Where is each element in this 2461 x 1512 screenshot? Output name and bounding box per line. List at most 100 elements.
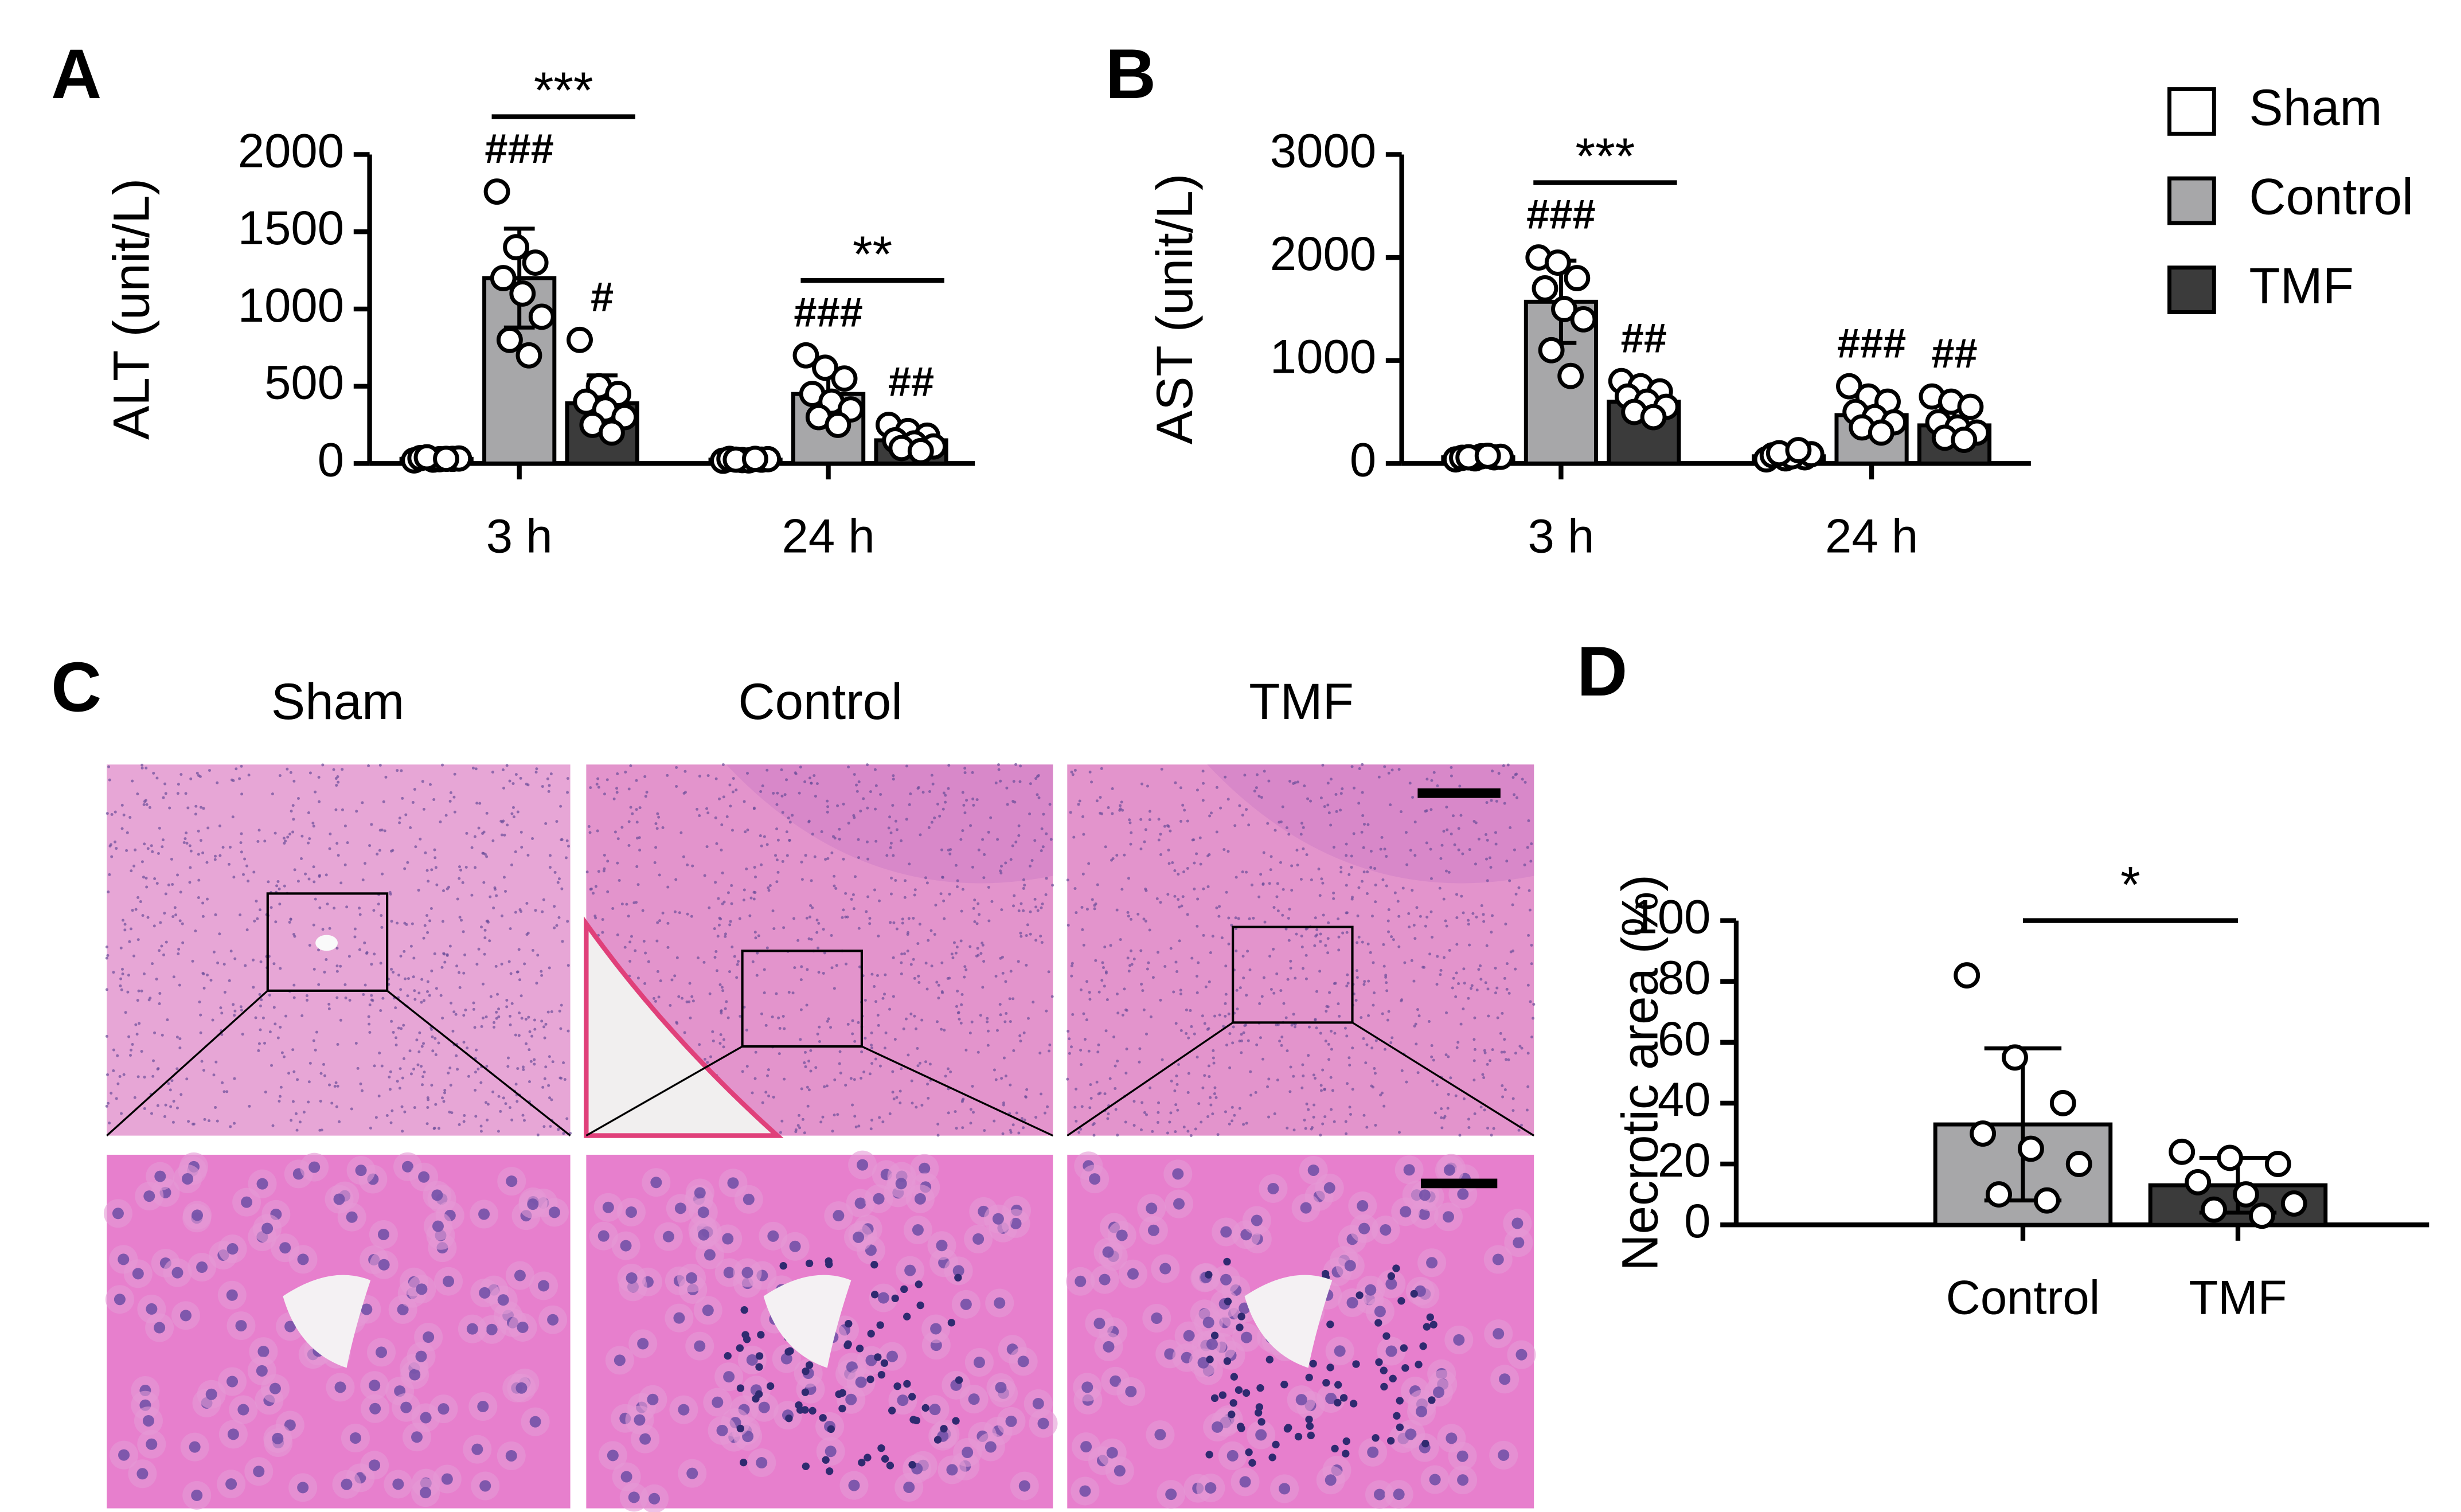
nucleus [1068,1052,1071,1055]
nucleus [334,777,338,780]
nucleus [1009,1020,1012,1023]
nucleus [112,971,115,974]
nucleus [993,1119,996,1123]
nucleus [981,986,985,989]
nucleus [954,1110,957,1114]
nucleus [1362,846,1365,849]
nucleus [430,1084,433,1087]
nucleus [365,951,369,954]
nucleus [368,1003,372,1007]
nucleus [116,1082,120,1085]
nucleus [1128,964,1131,967]
nucleus [369,1402,381,1415]
nucleus [939,892,943,896]
nucleus [765,843,769,846]
nucleus [1383,847,1386,851]
nucleus [1248,917,1251,920]
inflammatory-cell [802,1367,810,1376]
nucleus [458,865,461,869]
nucleus [147,998,151,1002]
nucleus [800,878,804,881]
nucleus [1345,1132,1348,1135]
nucleus [1468,943,1471,947]
nucleus [775,803,779,806]
nucleus [636,976,640,980]
nucleus [1412,979,1416,983]
nucleus [118,1449,130,1461]
nucleus [915,1027,918,1030]
nucleus [171,915,175,919]
nucleus [1269,855,1273,858]
nucleus [1075,1119,1078,1123]
nucleus [1101,966,1105,970]
significance-mark: ## [1621,315,1667,361]
nucleus [638,836,641,839]
nucleus [427,880,430,883]
nucleus [1418,1208,1430,1220]
inflammatory-cell [1218,1391,1227,1399]
nucleus [1125,1009,1128,1012]
nucleus [1009,858,1013,861]
nucleus [810,937,813,941]
nucleus [396,769,399,772]
nucleus [1201,1086,1205,1089]
nucleus [1386,919,1390,923]
nucleus [833,987,836,990]
nucleus [177,952,180,956]
nucleus [1332,892,1335,895]
nucleus [406,861,409,864]
nucleus [423,1070,426,1074]
nucleus [175,1036,179,1039]
nucleus [901,921,904,925]
data-point [2217,1144,2243,1171]
nucleus [200,1060,204,1063]
nucleus [913,888,917,892]
nucleus [1214,1096,1218,1099]
nucleus [1128,818,1131,822]
significance-mark: ### [485,126,554,172]
nucleus [400,1027,403,1030]
nucleus [1107,1112,1110,1116]
nucleus [202,986,206,990]
nucleus [803,1061,806,1065]
nucleus [791,814,794,817]
nucleus [1247,823,1251,827]
nucleus [990,900,994,903]
nucleus [134,848,137,851]
y-tick-label: 80 [1658,951,1711,1005]
nucleus [1048,1043,1052,1046]
nucleus [1400,1206,1412,1218]
nucleus [248,1104,251,1108]
nucleus [856,790,859,793]
nucleus [181,941,185,944]
nucleus [486,1118,489,1122]
inflammatory-cell [1305,1415,1313,1424]
nucleus [594,885,597,888]
nucleus [290,810,293,813]
nucleus [686,912,689,916]
nucleus [422,807,425,811]
nucleus [1079,988,1083,991]
nucleus [1070,964,1073,968]
inflammatory-cell [1242,1389,1251,1397]
nucleus [450,1001,453,1005]
significance-mark: ### [794,290,862,335]
nucleus [1479,978,1483,981]
nucleus [105,1104,108,1108]
nucleus [1205,1482,1217,1494]
nucleus [987,885,990,889]
nucleus [1333,982,1336,985]
nucleus [1361,791,1364,794]
nucleus [448,799,452,803]
nucleus [971,865,974,869]
nucleus [550,1098,553,1101]
nucleus [1405,1080,1408,1084]
nucleus [292,983,296,987]
nucleus [1365,1043,1369,1046]
nucleus [259,1004,262,1007]
nucleus [403,921,407,925]
nucleus [1458,784,1462,788]
nucleus [961,791,964,794]
data-point [1986,1181,2012,1208]
nucleus [635,865,639,868]
